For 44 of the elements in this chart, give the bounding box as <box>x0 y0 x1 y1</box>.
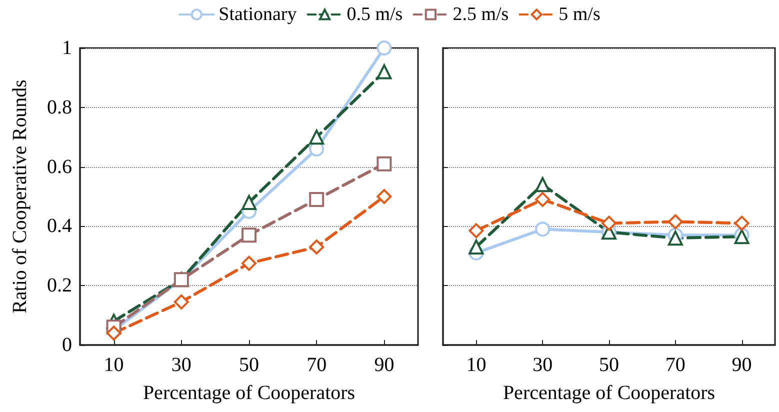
y-axis-title: Ratio of Cooperative Rounds <box>9 79 31 314</box>
legend-label: 0.5 m/s <box>346 4 403 25</box>
point <box>376 156 392 172</box>
point <box>734 216 750 231</box>
point <box>535 222 550 237</box>
x-tick-label: 30 <box>171 354 192 376</box>
x-tick-label: 90 <box>732 354 752 376</box>
x-tick-label: 50 <box>599 354 619 376</box>
y-tick-label: 0.2 <box>47 274 72 297</box>
x-axis-title: Percentage of Cooperators <box>502 382 716 404</box>
x-tick-label: 90 <box>374 354 394 376</box>
point <box>376 40 392 56</box>
x-axis-title: Percentage of Cooperators <box>142 382 356 404</box>
x-tick-label: 70 <box>665 354 686 376</box>
y-tick-label: 0.4 <box>47 215 72 238</box>
x-tick-label: 10 <box>104 354 124 376</box>
y-tick-label: 0.8 <box>47 96 72 118</box>
point <box>376 64 392 80</box>
x-tick-label: 30 <box>532 354 553 376</box>
point <box>535 177 550 192</box>
legend-label: Stationary <box>218 4 298 25</box>
point <box>468 223 484 238</box>
x-tick-label: 70 <box>306 354 327 376</box>
y-tick-label: 1 <box>62 37 72 59</box>
x-tick-label: 50 <box>239 354 259 376</box>
point <box>376 189 392 204</box>
point <box>106 326 122 341</box>
y-tick-label: 0 <box>62 334 72 356</box>
legend-label: 2.5 m/s <box>452 4 509 25</box>
point <box>242 194 256 210</box>
point <box>174 294 189 310</box>
point <box>602 216 616 231</box>
point <box>309 239 324 254</box>
point <box>668 230 683 246</box>
y-tick-label: 0.6 <box>47 156 72 178</box>
point <box>242 256 256 271</box>
legend-label: 5 m/s <box>558 4 600 25</box>
point <box>535 192 550 207</box>
point <box>668 214 683 230</box>
point <box>468 239 484 254</box>
point <box>309 130 324 145</box>
x-tick-label: 10 <box>466 354 486 376</box>
point <box>309 192 324 207</box>
point <box>242 228 256 243</box>
